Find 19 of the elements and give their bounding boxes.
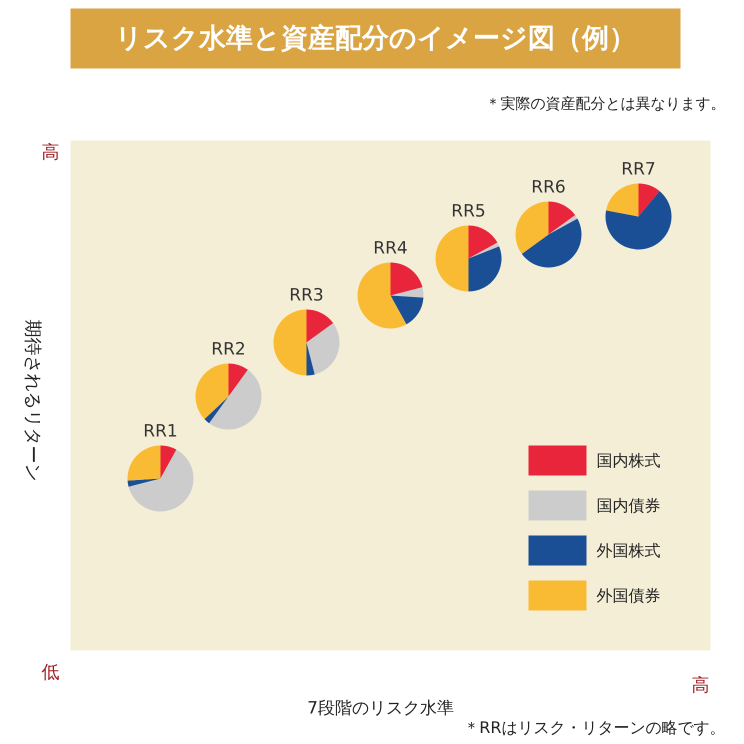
text: 高 xyxy=(692,675,710,696)
text: 低 xyxy=(42,662,60,683)
legend-label: 外国債券 xyxy=(596,586,660,605)
legend-label: 国内株式 xyxy=(596,451,660,470)
legend-label: 国内債券 xyxy=(596,496,660,515)
text: 期待されるリターン xyxy=(22,320,43,482)
chart-title: RR1 xyxy=(143,422,178,442)
text: ＊RRはリスク・リターンの略です。 xyxy=(463,718,726,737)
chart-title: RR4 xyxy=(373,238,408,258)
chart-title: RR2 xyxy=(211,340,246,360)
text: 7段階のリスク水準 xyxy=(307,698,454,718)
chart-title: RR7 xyxy=(621,160,656,180)
text: 高 xyxy=(42,142,60,163)
chart-title: RR6 xyxy=(531,178,566,198)
chart-title: RR3 xyxy=(289,286,324,306)
chart-title: RR5 xyxy=(451,202,486,222)
text: リスク水準と資産配分のイメージ図（例） xyxy=(115,23,636,54)
text: ＊実際の資産配分とは異なります。 xyxy=(486,94,726,112)
legend-label: 外国株式 xyxy=(596,541,660,560)
